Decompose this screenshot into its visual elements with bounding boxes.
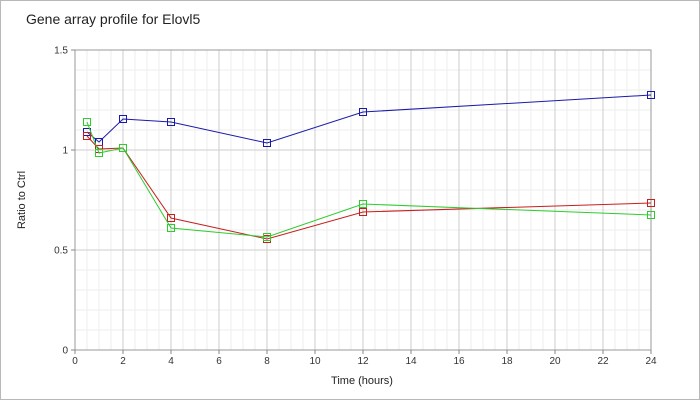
data-point: [119, 115, 127, 123]
x-tick-label: 8: [264, 356, 270, 367]
x-axis-ticks: 0 2 4 6 8 10 12 14 16 18 20 22 24: [72, 350, 657, 367]
x-tick-label: 12: [357, 356, 369, 367]
series-2: [83, 132, 655, 243]
x-tick-label: 0: [72, 356, 78, 367]
data-point: [167, 224, 175, 232]
data-point: [359, 208, 367, 216]
series-line: [86, 121, 652, 238]
data-point: [263, 139, 271, 147]
series-line: [86, 94, 652, 144]
y-tick-label: 0.5: [54, 246, 68, 257]
x-tick-label: 2: [120, 356, 126, 367]
series-1: [83, 91, 655, 147]
x-tick-label: 4: [168, 356, 174, 367]
data-point: [263, 233, 271, 241]
x-tick-label: 24: [645, 356, 657, 367]
data-point: [95, 149, 103, 157]
data-point: [647, 211, 655, 219]
data-point: [167, 214, 175, 222]
data-point: [167, 118, 175, 126]
x-tick-label: 20: [549, 356, 561, 367]
data-point: [647, 91, 655, 99]
x-axis-label: Time (hours): [331, 375, 393, 387]
series-line: [86, 135, 652, 240]
y-tick-label: 1: [62, 146, 68, 157]
data-point: [83, 132, 91, 140]
y-tick-label: 0: [62, 346, 68, 357]
x-tick-label: 16: [453, 356, 465, 367]
data-point: [647, 199, 655, 207]
x-tick-label: 22: [597, 356, 609, 367]
chart-title: Gene array profile for Elovl5: [26, 11, 201, 27]
data-point: [83, 118, 91, 126]
y-tick-label: 1.5: [54, 46, 68, 57]
data-point: [359, 108, 367, 116]
data-point: [359, 200, 367, 208]
y-axis-ticks: 0 0.5 1 1.5: [54, 46, 75, 357]
x-tick-label: 10: [309, 356, 321, 367]
series-3: [83, 118, 655, 241]
x-tick-label: 14: [405, 356, 417, 367]
y-axis-label: Ratio to Ctrl: [16, 171, 28, 229]
x-tick-label: 18: [501, 356, 513, 367]
series-layer: [83, 91, 655, 243]
x-tick-label: 6: [216, 356, 222, 367]
data-point: [119, 144, 127, 152]
